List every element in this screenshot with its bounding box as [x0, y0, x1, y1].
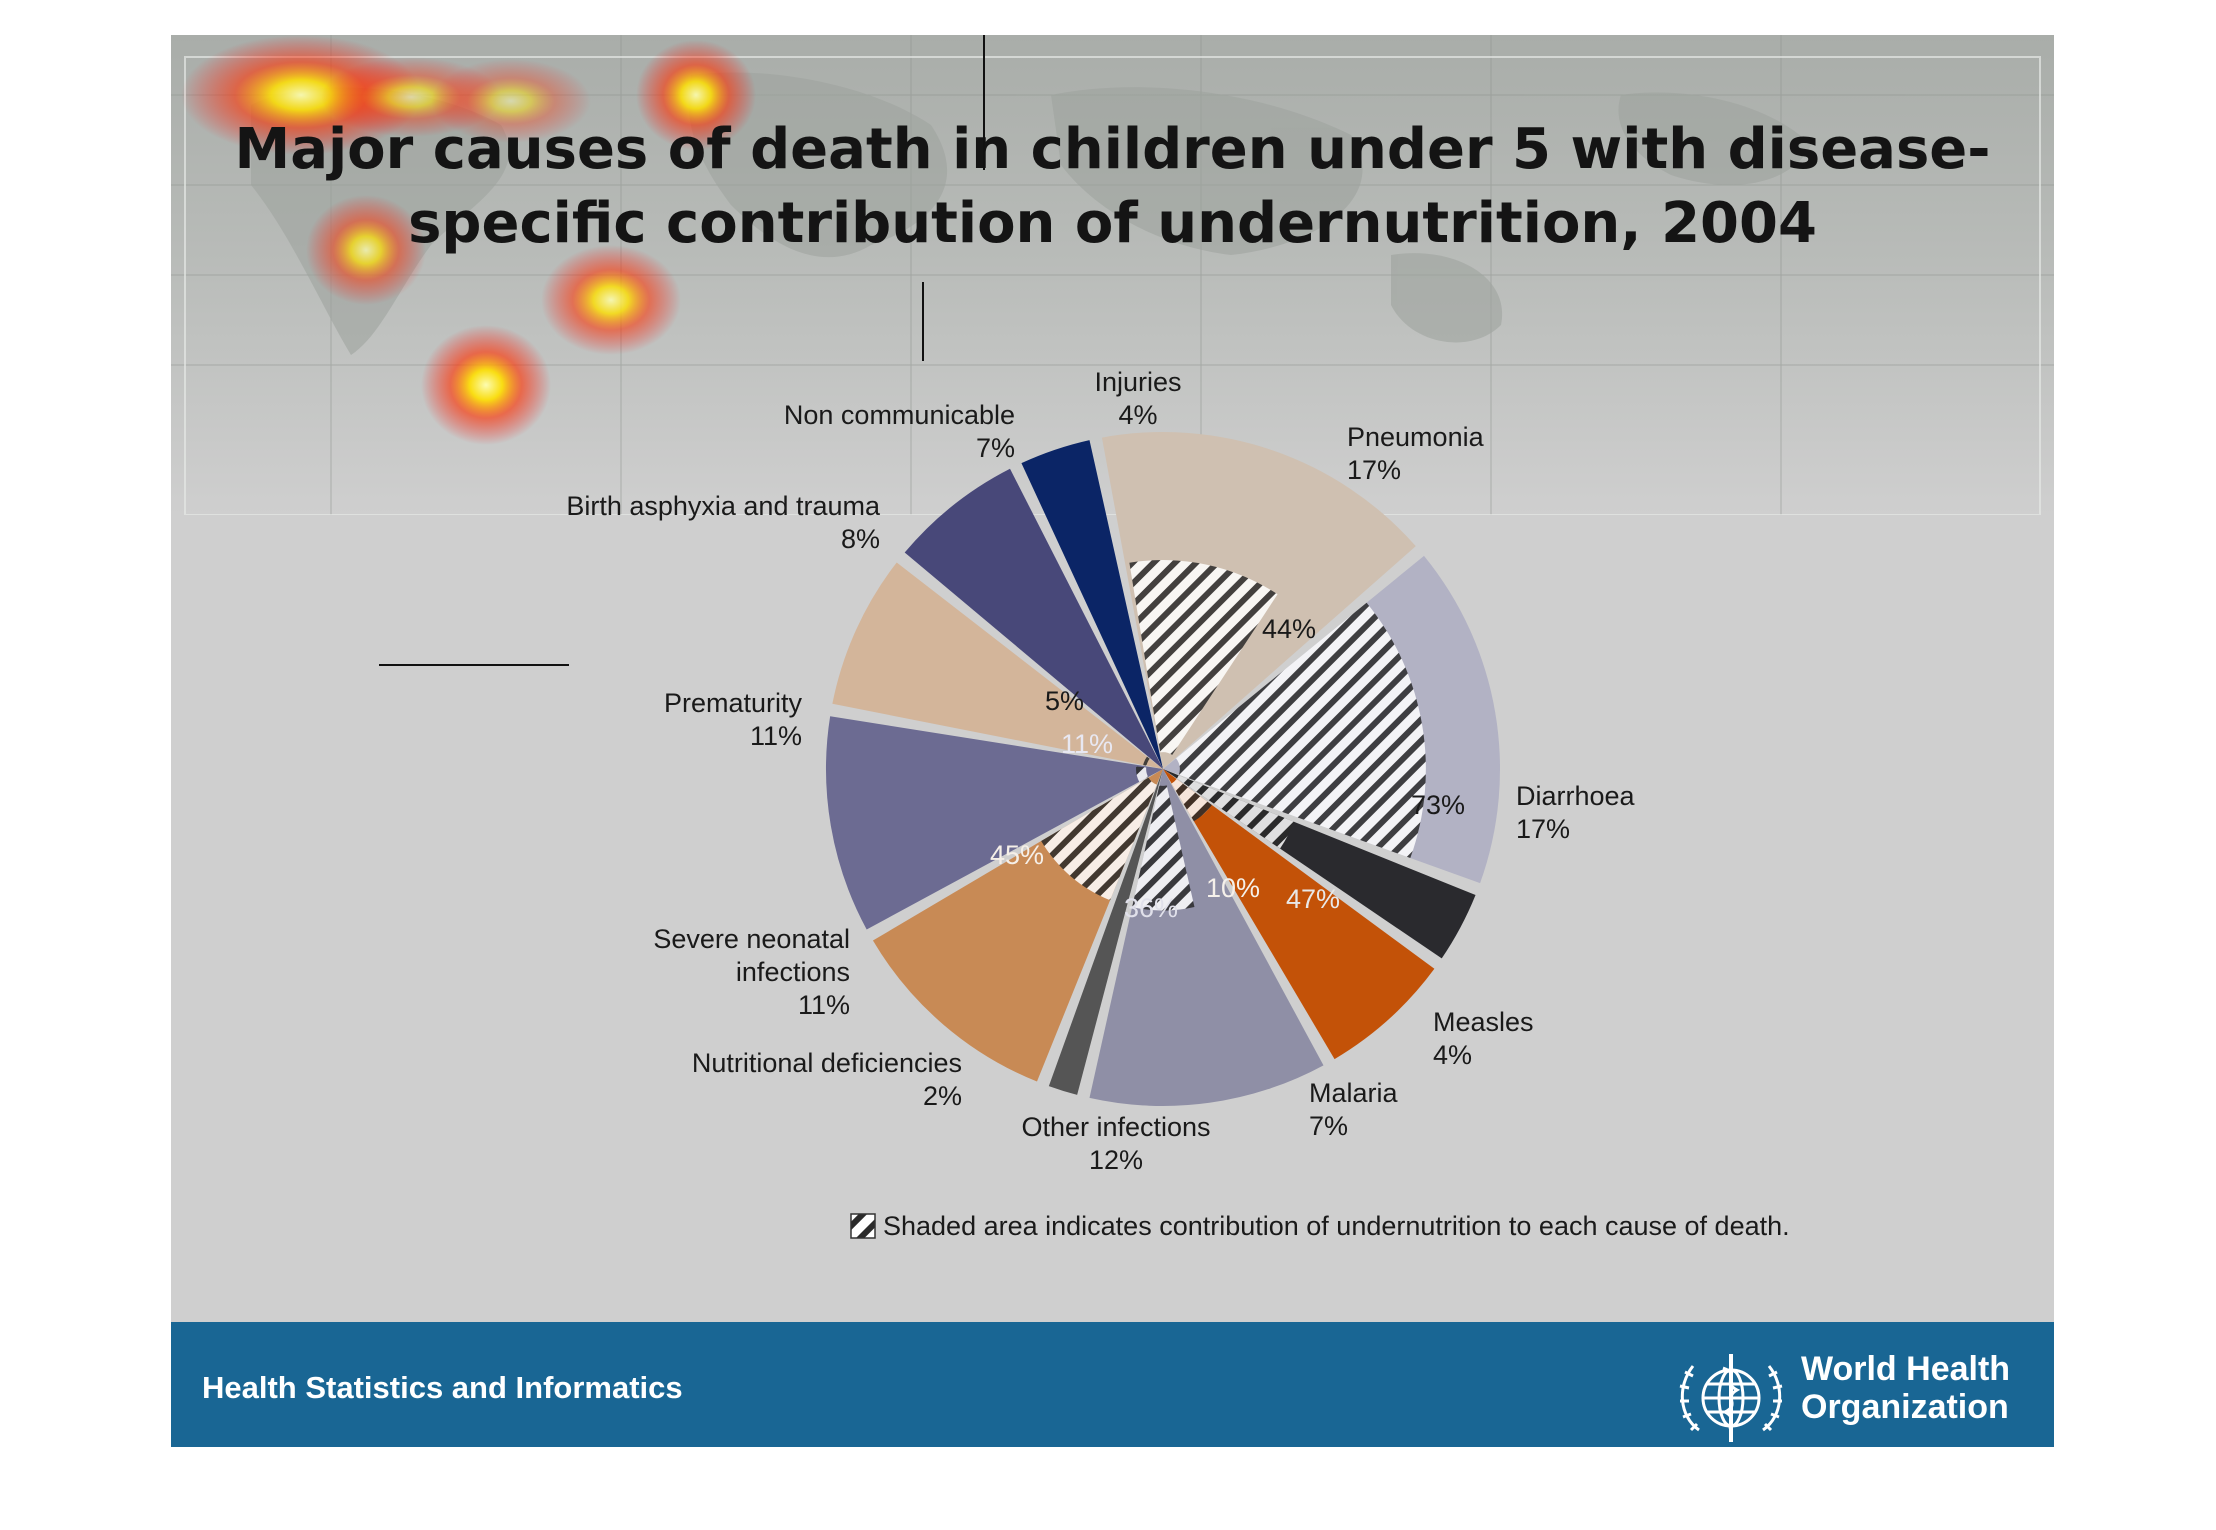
undernutrition-hatch-diarrhoea — [1176, 602, 1426, 859]
undernutrition-label-prematurity: 11% — [1061, 729, 1113, 759]
guide-line — [379, 664, 569, 666]
pie-slice-non-communicable — [904, 468, 1163, 769]
slide-title: Major causes of death in children under … — [234, 117, 1991, 256]
slide: Major causes of death in children under … — [171, 35, 2054, 1447]
guide-line — [922, 282, 924, 361]
slice-label-severe-neonatal-infections: Severe neonatal infections 11% — [653, 924, 850, 1020]
footer-department: Health Statistics and Informatics — [202, 1370, 683, 1405]
undernutrition-hatch-malaria — [1171, 778, 1212, 822]
undernutrition-hatch-prematurity — [1136, 766, 1149, 782]
undernutrition-label-pneumonia: 44% — [1262, 614, 1316, 644]
guide-line — [983, 35, 985, 170]
organization-name-line1: World Health — [1801, 1350, 2011, 1388]
pie-slice-birth-asphyxia-and-trauma — [832, 562, 1163, 769]
slice-label-birth-asphyxia-and-trauma: Birth asphyxia and trauma 8% — [566, 491, 881, 554]
undernutrition-label-malaria: 10% — [1206, 873, 1260, 903]
slice-label-pneumonia: Pneumonia 17% — [1347, 422, 1485, 485]
slice-label-other-infections: Other infections 12% — [1021, 1112, 1210, 1175]
slice-label-injuries: Injuries 4% — [1094, 367, 1181, 430]
undernutrition-hatch-measles — [1176, 775, 1295, 849]
pie-slice-injuries — [1021, 440, 1163, 769]
organization-name: World Health Organization — [1801, 1350, 2010, 1426]
slice-label-nutritional-deficiencies: Nutritional deficiencies 2% — [692, 1048, 962, 1111]
undernutrition-hatch-birth-asphyxia-and-trauma — [1143, 756, 1150, 766]
undernutrition-hatch-other-infections — [1132, 785, 1195, 911]
undernutrition-hatch-severe-neonatal-infections — [1041, 777, 1157, 901]
pie-chart: Injuries 4% Pneumonia 17% Diarrhoea 17% Measle… — [566, 367, 1790, 1241]
heatmap-overlay — [181, 35, 756, 445]
pie-slice-nutritional-deficiencies — [1048, 769, 1163, 1095]
undernutrition-label-other-infections: 36% — [1124, 893, 1178, 923]
slice-label-diarrhoea: Diarrhoea 17% — [1516, 781, 1636, 844]
slice-label-prematurity: Prematurity 11% — [664, 688, 803, 751]
slice-label-malaria: Malaria 7% — [1309, 1078, 1399, 1141]
footer-bar: Health Statistics and Informatics World … — [171, 1322, 2054, 1447]
who-emblem-icon — [1679, 1354, 1783, 1442]
undernutrition-label-severe-neonatal-infections: 45% — [990, 840, 1044, 870]
pie-slice-malaria — [1163, 769, 1435, 1060]
pie-slice-prematurity — [826, 716, 1163, 930]
legend: Shaded area indicates contribution of un… — [850, 1211, 1790, 1241]
slice-label-measles: Measles 4% — [1433, 1007, 1534, 1070]
undernutrition-label-measles: 47% — [1286, 884, 1340, 914]
undernutrition-hatch-pneumonia — [1129, 560, 1278, 755]
organization-name-line2: Organization — [1801, 1388, 2009, 1426]
undernutrition-label-birth-asphyxia-and-trauma: 5% — [1045, 686, 1084, 716]
legend-swatch — [850, 1213, 876, 1239]
undernutrition-label-diarrhoea: 73% — [1411, 790, 1465, 820]
legend-text: Shaded area indicates contribution of un… — [883, 1211, 1790, 1241]
slice-label-non-communicable: Non communicable 7% — [784, 400, 1015, 463]
